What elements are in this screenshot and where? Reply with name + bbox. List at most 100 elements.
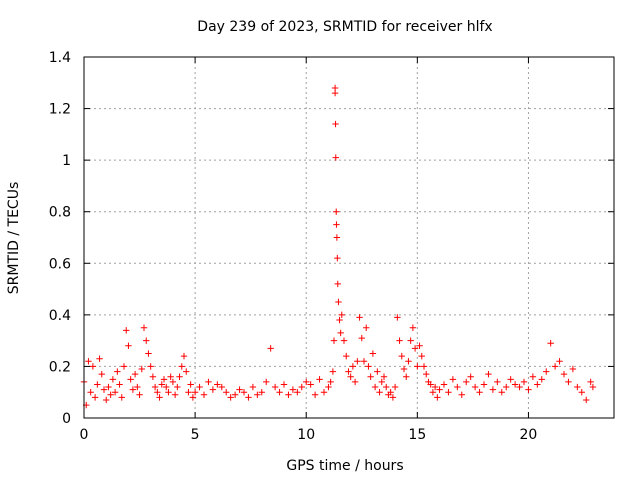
data-point xyxy=(118,394,125,401)
data-point xyxy=(209,386,217,393)
data-point xyxy=(383,383,390,391)
data-point xyxy=(347,373,354,380)
data-point xyxy=(145,350,152,357)
data-point xyxy=(158,381,165,388)
data-point xyxy=(125,342,132,349)
y-tick-label: 1.2 xyxy=(49,102,71,118)
y-tick-label: 1 xyxy=(62,153,71,169)
data-point xyxy=(551,363,559,370)
data-point xyxy=(187,381,194,388)
data-point xyxy=(236,386,243,393)
data-point xyxy=(325,383,332,391)
data-point xyxy=(498,389,505,396)
data-point xyxy=(365,363,372,370)
data-point xyxy=(403,373,410,380)
y-tick-label: 0 xyxy=(62,411,71,427)
data-point xyxy=(231,391,239,398)
grid xyxy=(84,57,614,418)
data-point xyxy=(91,394,99,401)
data-point xyxy=(534,381,541,388)
x-tick-label: 15 xyxy=(408,427,426,443)
data-point xyxy=(503,383,510,391)
data-point xyxy=(303,378,310,386)
data-point xyxy=(578,389,585,396)
y-tick-label: 1.4 xyxy=(49,50,71,66)
data-point xyxy=(367,373,374,380)
data-point xyxy=(423,370,430,378)
data-point xyxy=(434,394,441,401)
data-point xyxy=(140,324,148,331)
data-point xyxy=(565,378,572,386)
data-point xyxy=(418,352,425,360)
data-point xyxy=(389,394,397,401)
data-point xyxy=(151,383,159,391)
data-point xyxy=(360,358,368,365)
data-point xyxy=(138,365,145,373)
data-point xyxy=(249,383,257,391)
data-point xyxy=(289,386,297,393)
data-point xyxy=(525,386,532,393)
data-point xyxy=(398,352,405,360)
data-point xyxy=(471,383,479,391)
data-point xyxy=(354,358,361,365)
data-point xyxy=(327,378,334,386)
data-point xyxy=(333,234,341,241)
data-point xyxy=(271,383,279,391)
data-point xyxy=(332,120,339,128)
data-point xyxy=(120,363,128,370)
data-point xyxy=(589,383,597,391)
x-tick-label: 5 xyxy=(191,427,200,443)
data-point xyxy=(154,389,161,396)
x-tick-label: 20 xyxy=(520,427,538,443)
data-point xyxy=(467,373,474,380)
data-point xyxy=(174,383,181,391)
data-point xyxy=(337,329,344,337)
plot-frame xyxy=(83,56,615,419)
data-point xyxy=(167,373,174,380)
data-point xyxy=(98,370,105,378)
data-point xyxy=(445,389,452,396)
data-point xyxy=(427,381,434,388)
data-point xyxy=(103,396,110,404)
data-point xyxy=(107,391,114,398)
data-point xyxy=(100,386,108,393)
data-point xyxy=(374,368,381,375)
data-point xyxy=(476,389,483,396)
data-point xyxy=(369,350,377,357)
data-point xyxy=(218,383,225,391)
data-point xyxy=(280,381,288,388)
data-point xyxy=(156,394,163,401)
data-point xyxy=(338,311,345,319)
data-point xyxy=(378,378,385,386)
data-point xyxy=(320,389,328,396)
data-point xyxy=(178,363,185,370)
data-point xyxy=(414,363,421,370)
data-point xyxy=(449,376,457,383)
data-point xyxy=(307,381,314,388)
data-point xyxy=(431,383,439,391)
data-point xyxy=(485,370,492,378)
data-point xyxy=(163,383,170,391)
data-point xyxy=(180,352,188,360)
data-point xyxy=(129,386,137,393)
data-points xyxy=(80,84,597,409)
data-point xyxy=(85,358,92,365)
data-point xyxy=(507,376,514,383)
data-point xyxy=(294,389,301,396)
data-point xyxy=(160,376,168,383)
data-point xyxy=(143,337,150,344)
data-point xyxy=(396,337,403,344)
data-point xyxy=(511,381,519,388)
data-point xyxy=(356,314,363,321)
data-point xyxy=(454,383,461,391)
data-point xyxy=(416,342,423,349)
data-point xyxy=(89,363,97,370)
data-point xyxy=(411,345,419,352)
data-point xyxy=(87,389,94,396)
data-point xyxy=(127,376,134,383)
data-point xyxy=(116,381,123,388)
data-point xyxy=(176,373,183,380)
data-point xyxy=(223,389,230,396)
y-tick-label: 0.2 xyxy=(49,359,71,375)
data-point xyxy=(333,221,340,228)
